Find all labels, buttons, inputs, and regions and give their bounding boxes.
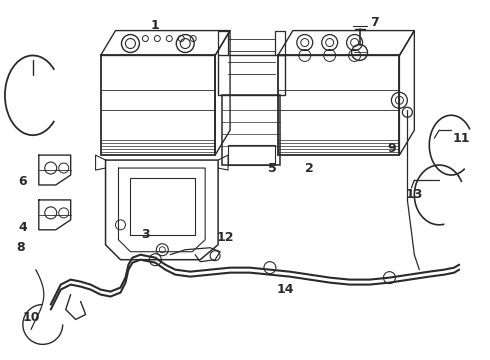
Text: 8: 8	[17, 241, 25, 254]
Text: 14: 14	[276, 283, 294, 296]
Text: 4: 4	[19, 221, 27, 234]
Bar	[130, 178, 195, 235]
Text: 10: 10	[22, 311, 40, 324]
Text: 12: 12	[216, 231, 234, 244]
Text: 2: 2	[305, 162, 314, 175]
Bar	[222, 95, 280, 165]
Bar	[100, 55, 215, 155]
Text: 13: 13	[406, 188, 423, 202]
Text: 9: 9	[387, 141, 396, 155]
Bar	[278, 55, 399, 155]
Text: 6: 6	[19, 175, 27, 189]
Bar	[228, 145, 275, 165]
Text: 11: 11	[452, 132, 470, 145]
Bar	[218, 55, 285, 95]
Text: 3: 3	[141, 228, 150, 241]
Text: 7: 7	[370, 16, 379, 29]
Text: 1: 1	[151, 19, 160, 32]
Text: 5: 5	[268, 162, 276, 175]
